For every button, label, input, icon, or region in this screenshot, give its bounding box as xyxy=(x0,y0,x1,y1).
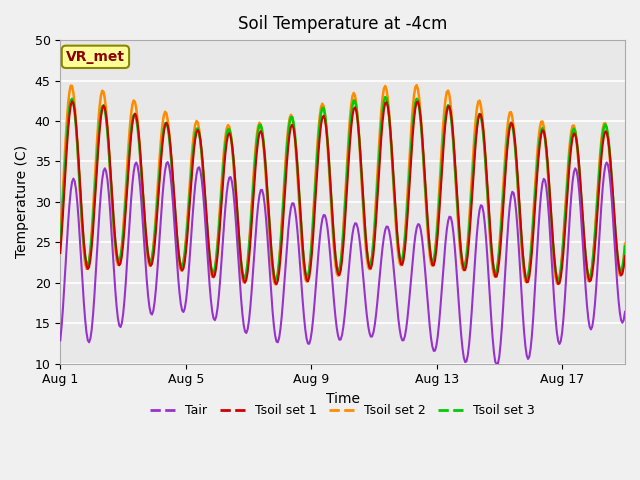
Legend: Tair, Tsoil set 1, Tsoil set 2, Tsoil set 3: Tair, Tsoil set 1, Tsoil set 2, Tsoil se… xyxy=(145,399,540,422)
Y-axis label: Temperature (C): Temperature (C) xyxy=(15,145,29,259)
Text: VR_met: VR_met xyxy=(66,50,125,64)
X-axis label: Time: Time xyxy=(326,392,360,406)
Title: Soil Temperature at -4cm: Soil Temperature at -4cm xyxy=(238,15,447,33)
